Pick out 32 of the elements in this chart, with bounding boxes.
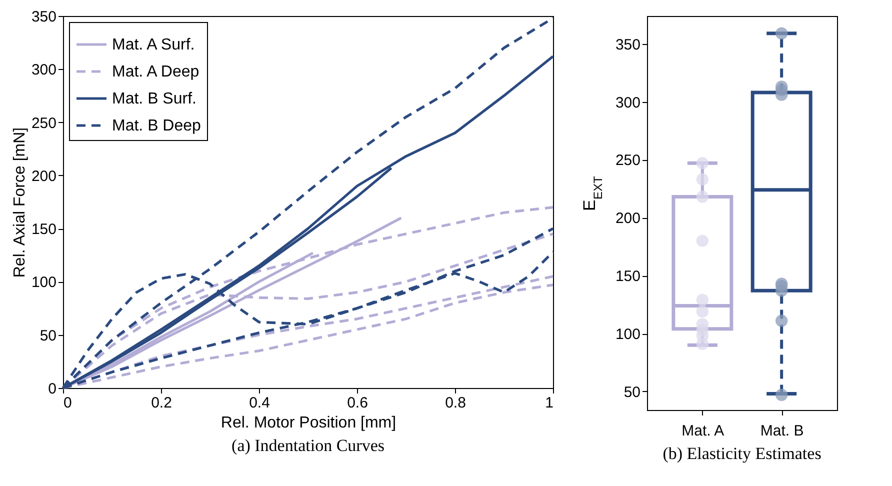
x-tick-label: 0.8	[445, 394, 466, 412]
y-tick-label: 100	[615, 326, 640, 344]
y-tick-label: 200	[31, 168, 56, 185]
y-tick-label: 250	[31, 114, 56, 132]
x-tick-label: 0.6	[347, 394, 368, 412]
text: (a) Indentation Curves	[232, 436, 384, 455]
legend-label: Mat. A Surf.	[112, 36, 195, 54]
y-axis-title: Rel. Axial Force [mN]	[11, 127, 28, 278]
y-tick-label: 150	[615, 268, 640, 286]
x-tick-label: 0.4	[249, 394, 270, 412]
x-tick-label: 0	[64, 394, 72, 412]
x-axis-title: Rel. Motor Position [mm]	[220, 414, 396, 432]
y-tick-label: 150	[31, 221, 56, 238]
x-tick-label: 1	[545, 394, 554, 412]
legend-label: Mat. B Surf.	[112, 90, 196, 108]
legend-label: Mat. A Deep	[112, 64, 200, 80]
y-tick-label: 50	[624, 384, 640, 401]
y-tick-label: 50	[40, 327, 56, 344]
legend-label: Mat. B Deep	[112, 118, 202, 134]
text: (b) Elasticity Estimates	[662, 444, 822, 463]
y-tick-label: 350	[31, 8, 56, 26]
x-tick-label: 0.2	[151, 394, 172, 412]
y-tick-label: 0	[48, 380, 56, 398]
x-tick-label: Mat. B	[760, 422, 804, 440]
y-tick-label: 100	[31, 274, 56, 292]
y-axis-title: EEXT	[580, 175, 605, 211]
y-tick-label: 300	[615, 94, 640, 112]
y-tick-label: 200	[615, 210, 640, 228]
x-tick-label: Mat. A	[682, 422, 724, 440]
y-tick-label: 250	[615, 152, 640, 170]
y-tick-label: 300	[31, 62, 56, 79]
y-tick-label: 350	[615, 36, 640, 54]
